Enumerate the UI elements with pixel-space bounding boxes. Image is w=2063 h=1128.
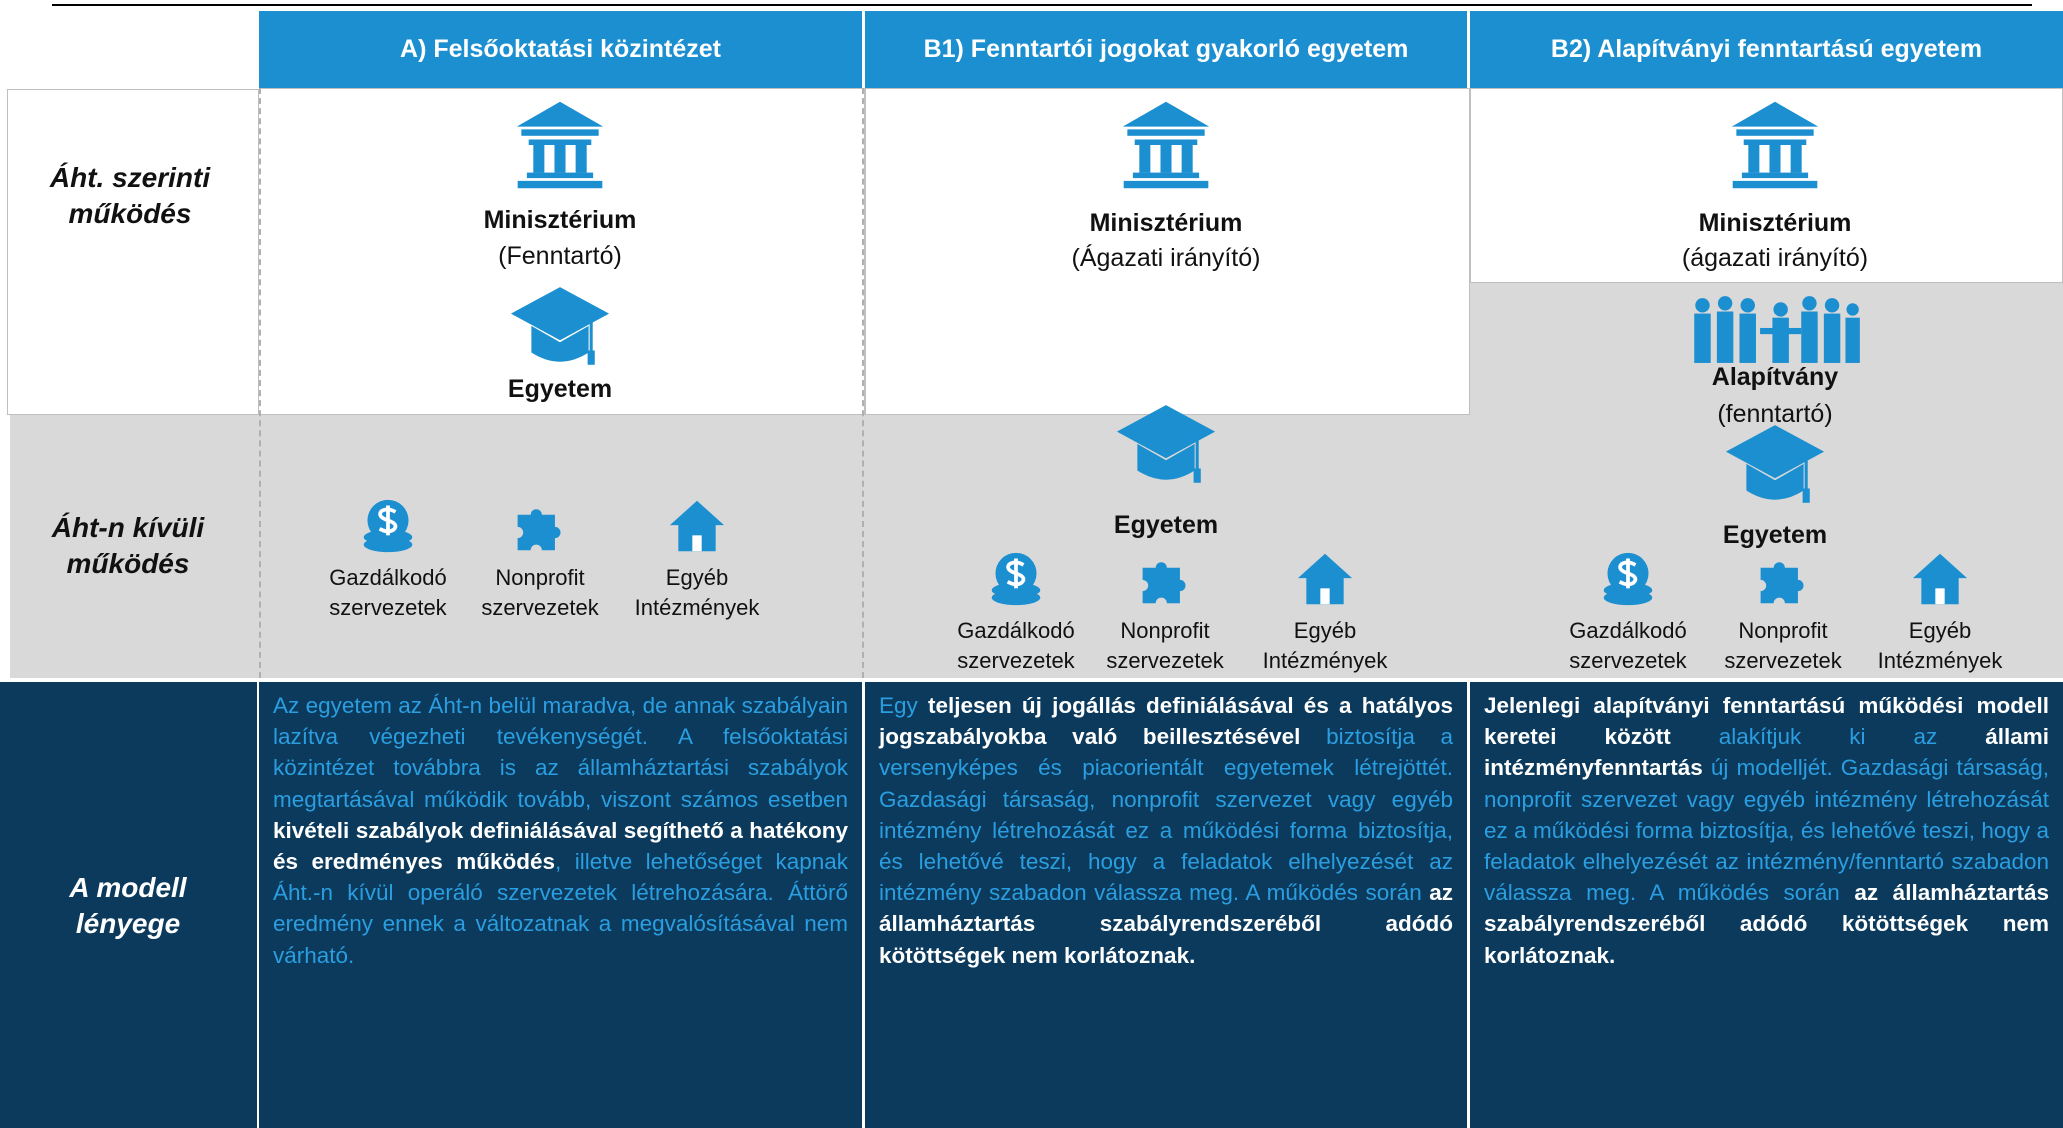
divider	[862, 88, 864, 678]
entity-label: Nonprofit szervezetek	[1106, 618, 1224, 673]
coins-icon	[1600, 551, 1656, 607]
university-label: Egyetem	[507, 375, 613, 403]
highlight-text: állami intézményfenntartás	[1484, 724, 2049, 781]
cell	[865, 682, 1467, 1128]
ministry-label: Minisztérium	[1698, 209, 1852, 237]
bank-icon	[1729, 99, 1821, 191]
column-header: B1) Fenntartói jogokat gyakorló egyetem	[865, 11, 1467, 88]
cell	[0, 682, 257, 1128]
entity-label: Gazdálkodó szervezetek	[957, 618, 1075, 673]
puzzle-icon	[1137, 551, 1193, 607]
bank-icon	[1120, 99, 1212, 191]
ministry-label: Minisztérium	[1089, 209, 1243, 237]
description: Jelenlegi alapítványi fenntartású működé…	[1470, 684, 2063, 1128]
ministry-role: (ágazati irányító)	[1681, 244, 1869, 272]
divider	[259, 88, 261, 678]
entity-label: Nonprofit szervezetek	[1724, 618, 1842, 673]
body-text: biztosítja a versenyképes és piacorientá…	[879, 724, 1453, 906]
highlight-text: teljesen új jogállás definiálásával és a…	[879, 693, 1453, 750]
row-label: Áht. szerinti működés	[49, 162, 211, 229]
foundation-label: Alapítvány	[1711, 363, 1839, 391]
highlight-text: az államháztartás szabályrendszeréből ad…	[1484, 880, 2050, 968]
coins-icon	[360, 498, 416, 554]
description: Az egyetem az Áht-n belül maradva, de an…	[259, 684, 862, 1128]
body-text: új modelljét. Gazdasági társaság, nonpro…	[1484, 755, 2049, 906]
highlight-text: kivételi szabályok definiálásával segíth…	[273, 817, 848, 875]
university-label: Egyetem	[1113, 511, 1219, 539]
top-rule	[52, 4, 2032, 6]
cell	[259, 682, 862, 1128]
cap-icon	[508, 283, 612, 375]
university-label: Egyetem	[1722, 521, 1828, 549]
row-label: Áht-n kívüli működés	[51, 512, 205, 579]
description: Egy teljesen új jogállás definiálásával …	[865, 684, 1467, 1128]
entity-label: Gazdálkodó szervezetek	[329, 565, 447, 620]
foundation-role: (fenntartó)	[1717, 400, 1833, 428]
cell	[7, 89, 259, 415]
highlight-text: Jelenlegi alapítványi fenntartású működé…	[1484, 693, 2049, 750]
ministry-label: Minisztérium	[483, 206, 637, 234]
column-header: B2) Alapítványi fenntartású egyetem	[1470, 11, 2063, 88]
cap-icon	[1723, 421, 1827, 513]
puzzle-icon	[512, 498, 568, 554]
house-icon	[1297, 551, 1353, 607]
body-text: alakítjuk ki az	[1670, 724, 1986, 750]
people-icon	[1688, 293, 1863, 365]
entity-label: Egyéb Intézmények	[1877, 618, 2003, 673]
bank-icon	[514, 99, 606, 191]
entity-label: Egyéb Intézmények	[1262, 618, 1388, 673]
highlight-text: az államháztartás szabályrendszeréből ad…	[879, 880, 1453, 968]
entity-label: Gazdálkodó szervezetek	[1569, 618, 1687, 673]
entity-label: Nonprofit szervezetek	[481, 565, 599, 620]
coins-icon	[988, 551, 1044, 607]
ministry-role: (Fenntartó)	[498, 242, 622, 270]
body-text: , illetve lehetőséget kapnak Áht.-n kívü…	[273, 849, 848, 968]
house-icon	[669, 498, 725, 554]
row-label: A modell lényege	[69, 872, 187, 939]
entity-label: Egyéb Intézmények	[634, 565, 760, 620]
column-header: A) Felsőoktatási közintézet	[259, 11, 862, 88]
cap-icon	[1114, 401, 1218, 493]
puzzle-icon	[1755, 551, 1811, 607]
house-icon	[1912, 551, 1968, 607]
body-text: Egy	[879, 693, 928, 718]
ministry-role: (Ágazati irányító)	[1071, 244, 1261, 272]
body-text: Az egyetem az Áht-n belül maradva, de an…	[273, 693, 848, 812]
cell	[1470, 682, 2063, 1128]
